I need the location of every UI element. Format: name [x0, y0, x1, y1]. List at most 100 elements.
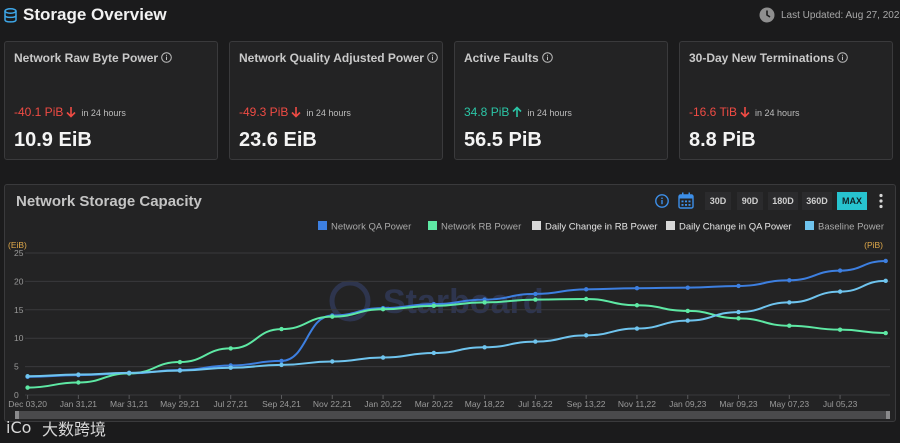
series-point [380, 307, 386, 312]
watermark-logo-icon [329, 280, 371, 322]
range-button-30d[interactable]: 30D [705, 192, 731, 210]
stat-change-value: -49.3 PiB [239, 105, 289, 119]
series-point [837, 289, 843, 294]
info-icon[interactable] [427, 52, 438, 66]
legend-label: Network QA Power [331, 222, 411, 233]
info-icon[interactable] [837, 52, 848, 66]
y-tick-label: 10 [14, 333, 24, 343]
stat-period: in 24 hours [81, 108, 126, 118]
series-point [583, 333, 589, 338]
series-point [380, 355, 386, 360]
stat-change: -40.1 PiB in 24 hours [14, 105, 126, 121]
range-button-360d[interactable]: 360D [802, 192, 832, 210]
series-point [634, 326, 640, 331]
stat-title-label: 30-Day New Terminations [689, 51, 835, 65]
legend-label: Baseline Power [818, 222, 884, 233]
series-point [533, 339, 538, 344]
legend-label: Network RB Power [441, 222, 521, 233]
series-point [787, 300, 792, 305]
series-point [883, 278, 888, 284]
x-tick-label: Nov 11,22 [618, 399, 656, 409]
page-title: Storage Overview [23, 5, 167, 24]
series-point [431, 303, 437, 309]
stat-period: in 24 hours [527, 108, 572, 118]
series-point [533, 291, 538, 297]
series-point [883, 330, 888, 336]
x-tick-label: Nov 22,21 [313, 399, 352, 409]
legend-swatch [805, 221, 814, 230]
range-button-180d[interactable]: 180D [768, 192, 798, 210]
stat-change: 34.8 PiB in 24 hours [464, 105, 572, 121]
series-point [228, 365, 233, 370]
series-point [583, 296, 589, 302]
stat-period: in 24 hours [755, 108, 800, 118]
more-options-icon[interactable] [879, 193, 883, 214]
legend-swatch [318, 221, 327, 230]
stat-title-label: Network Raw Byte Power [14, 51, 159, 65]
series-point [634, 286, 640, 291]
stat-change-value: -16.6 TiB [689, 105, 738, 119]
brand-text: 大数跨境 [42, 422, 107, 439]
x-tick-label: Dec 03,20 [8, 399, 47, 409]
range-handle-left [15, 411, 19, 419]
series-point [787, 323, 792, 328]
series-point [685, 318, 690, 323]
stat-card: Network Raw Byte Power -40.1 PiB in 24 hou… [4, 41, 218, 160]
arrow-up-icon [512, 106, 522, 121]
y-tick-label: 5 [14, 362, 19, 372]
database-icon [4, 8, 17, 28]
series-point [736, 283, 741, 289]
stat-change-value: -40.1 PiB [14, 105, 64, 119]
x-tick-label: May 07,23 [769, 399, 809, 409]
stat-change: -49.3 PiB in 24 hours [239, 105, 351, 121]
stat-value: 56.5 PiB [464, 129, 542, 151]
arrow-down-icon [740, 106, 750, 121]
y-right-unit: (PiB) [864, 240, 883, 250]
series-point [482, 345, 487, 350]
stat-title: Active Faults [464, 51, 553, 66]
series-point [25, 385, 30, 390]
stat-card: 30-Day New Terminations -16.6 TiB in 24 ho… [679, 41, 893, 160]
stat-value: 8.8 PiB [689, 129, 756, 151]
info-icon[interactable] [655, 194, 669, 213]
x-tick-label: Mar 31,21 [110, 399, 149, 409]
series-point [330, 359, 335, 364]
series-point [177, 368, 183, 373]
calendar-icon[interactable] [678, 192, 694, 214]
series-line [27, 298, 886, 389]
stat-change-value: 34.8 PiB [464, 105, 510, 119]
stat-title: Network Quality Adjusted Power [239, 51, 438, 66]
series-point [736, 309, 741, 315]
series-point [883, 258, 888, 264]
svg-text:iCo: iCo [6, 418, 31, 437]
range-button-max[interactable]: MAX [837, 192, 867, 210]
info-icon[interactable] [541, 52, 553, 66]
series-point [126, 370, 132, 376]
info-icon[interactable] [161, 52, 172, 66]
last-updated-text: Last Updated: Aug 27, 2023 [781, 10, 900, 21]
legend-label: Daily Change in RB Power [545, 222, 657, 233]
series-point [583, 287, 589, 292]
stat-title-label: Active Faults [464, 51, 539, 65]
series-point [482, 300, 487, 305]
series-point [837, 268, 843, 273]
series-point [330, 314, 335, 319]
arrow-down-icon [66, 106, 76, 121]
range-button-90d[interactable]: 90D [737, 192, 763, 210]
x-tick-label: Jan 09,23 [669, 399, 707, 409]
stat-card: Active Faults 34.8 PiB in 24 hours 56.5 PiB [454, 41, 668, 160]
series-point [787, 278, 792, 283]
x-tick-label: May 18,22 [465, 399, 505, 409]
x-tick-label: Mar 20,22 [415, 399, 454, 409]
x-tick-label: Jan 31,21 [60, 399, 98, 409]
y-tick-label: 25 [14, 248, 24, 258]
range-slider [15, 411, 890, 419]
arrow-down-icon [291, 106, 301, 121]
x-tick-label: May 29,21 [160, 399, 200, 409]
page-header: Storage Overview Last Updated: Aug 27, 2… [0, 0, 900, 32]
stat-card: Network Quality Adjusted Power -49.3 PiB i… [229, 41, 443, 160]
series-point [76, 380, 81, 385]
legend-swatch [532, 221, 541, 230]
stat-title-label: Network Quality Adjusted Power [239, 51, 424, 65]
